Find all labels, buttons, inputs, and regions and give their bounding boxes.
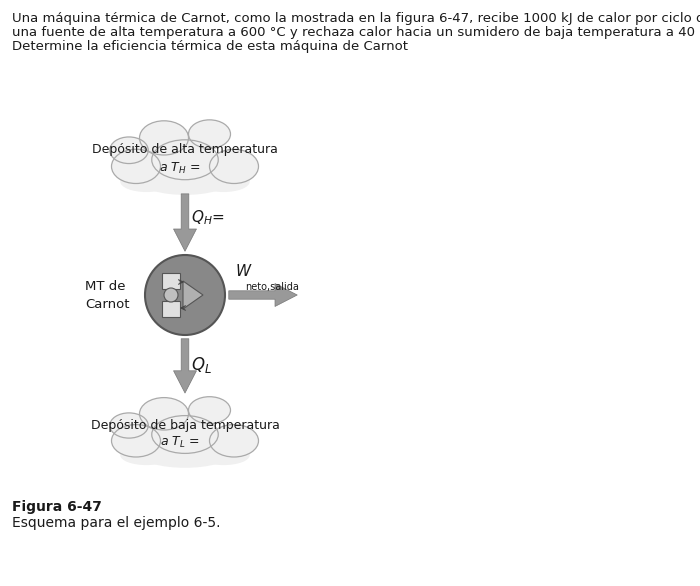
Text: una fuente de alta temperatura a 600 °C y rechaza calor hacia un sumidero de baj: una fuente de alta temperatura a 600 °C …	[12, 26, 700, 39]
Text: a $T_H$ =: a $T_H$ =	[160, 161, 201, 176]
Ellipse shape	[197, 171, 250, 192]
Ellipse shape	[188, 397, 230, 424]
Text: $Q_L$: $Q_L$	[191, 355, 212, 376]
Ellipse shape	[188, 120, 230, 148]
Text: Depósito de baja temperatura: Depósito de baja temperatura	[90, 418, 279, 431]
Ellipse shape	[152, 140, 218, 180]
Text: neto,salida: neto,salida	[245, 282, 299, 292]
Ellipse shape	[110, 137, 148, 163]
Ellipse shape	[120, 171, 173, 192]
FancyArrowPatch shape	[174, 194, 197, 251]
Ellipse shape	[110, 413, 148, 438]
Ellipse shape	[139, 397, 188, 430]
Text: MT de
Carnot: MT de Carnot	[85, 280, 130, 311]
Ellipse shape	[120, 445, 173, 465]
Ellipse shape	[141, 442, 229, 468]
Text: Determine la eficiencia térmica de esta máquina de Carnot: Determine la eficiencia térmica de esta …	[12, 40, 408, 53]
Text: $Q_{H}$=: $Q_{H}$=	[191, 209, 225, 227]
Ellipse shape	[152, 415, 218, 454]
Ellipse shape	[209, 149, 258, 183]
Polygon shape	[183, 281, 203, 309]
Ellipse shape	[197, 445, 250, 465]
Text: Figura 6-47: Figura 6-47	[12, 500, 102, 514]
Ellipse shape	[209, 425, 258, 457]
FancyArrowPatch shape	[229, 284, 298, 306]
Ellipse shape	[139, 121, 188, 155]
FancyArrowPatch shape	[174, 339, 197, 393]
Text: Una máquina térmica de Carnot, como la mostrada en la figura 6-47, recibe 1000 k: Una máquina térmica de Carnot, como la m…	[12, 12, 700, 25]
FancyBboxPatch shape	[162, 273, 180, 289]
Ellipse shape	[141, 168, 229, 195]
Circle shape	[145, 255, 225, 335]
Ellipse shape	[111, 149, 160, 183]
Ellipse shape	[111, 425, 160, 457]
FancyBboxPatch shape	[162, 301, 180, 317]
Text: a $T_L$ =: a $T_L$ =	[160, 434, 200, 449]
Text: Depósito de alta temperatura: Depósito de alta temperatura	[92, 144, 278, 156]
Text: $W$: $W$	[235, 263, 253, 279]
Text: Esquema para el ejemplo 6-5.: Esquema para el ejemplo 6-5.	[12, 516, 220, 530]
Circle shape	[164, 288, 178, 302]
